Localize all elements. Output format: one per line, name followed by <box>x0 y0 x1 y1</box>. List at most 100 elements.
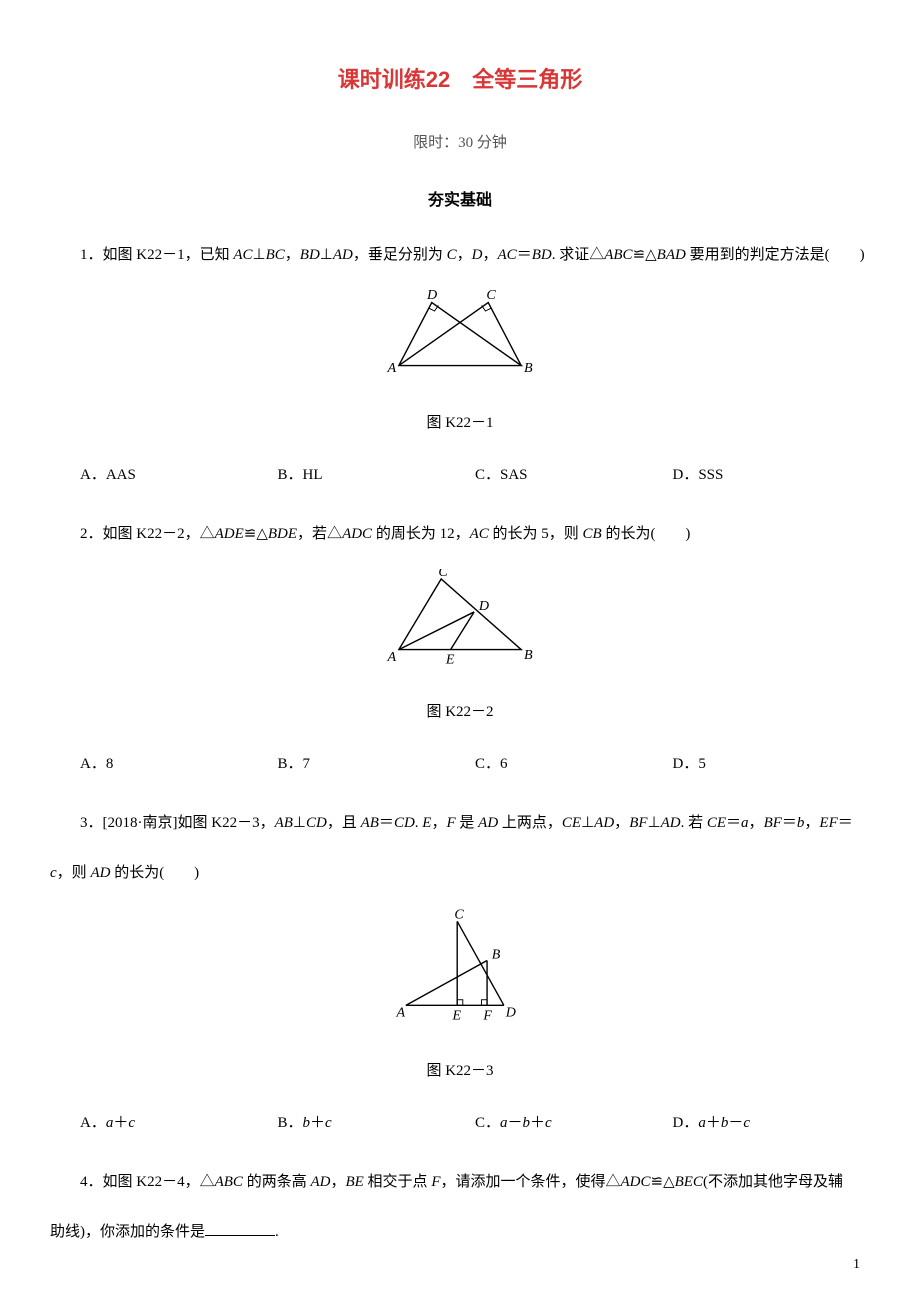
q1-bd: BD <box>300 247 320 263</box>
q3-a: a <box>741 815 749 831</box>
q3-f: F <box>446 815 455 831</box>
q3-ad2: AD <box>594 815 614 831</box>
q3-sep6: ， <box>614 815 629 831</box>
question-4-line2: 助线)，你添加的条件是. <box>50 1217 870 1247</box>
q3d-op2: － <box>728 1115 743 1131</box>
page-title: 课时训练22 全等三角形 <box>50 60 870 100</box>
q4-sep3: 相交于点 <box>364 1174 432 1190</box>
figure-3: A E F D C B <box>390 908 530 1028</box>
q4-l2: 助线)，你添加的条件是 <box>50 1224 205 1240</box>
q3c-pre: C． <box>475 1115 500 1131</box>
q1-sep1: ， <box>285 247 300 263</box>
q3-l2suffix: 的长为( ) <box>110 865 199 881</box>
q1-choice-d: D．SSS <box>673 462 871 489</box>
q2-choice-c: C．6 <box>475 751 673 778</box>
figure-1-container: A B D C <box>50 290 870 390</box>
svg-text:C: C <box>438 569 448 580</box>
q2-ade: ADE <box>215 526 244 542</box>
q3-choices: A．a＋c B．b＋c C．a－b＋c D．a＋b－c <box>50 1110 870 1137</box>
q3-sep9: ， <box>804 815 819 831</box>
q3-perp3: ⊥ <box>648 815 661 831</box>
figure-2-container: A B C D E <box>50 569 870 679</box>
q4-text: 4．如图 K22－4，△ <box>80 1174 215 1190</box>
q4-be: BE <box>345 1174 363 1190</box>
q3-perp1: ⊥ <box>293 815 306 831</box>
q1-choices: A．AAS B．HL C．SAS D．SSS <box>50 462 870 489</box>
q3-text: 3．[2018·南京]如图 K22－3， <box>80 815 275 831</box>
q1-ac2: AC <box>498 247 517 263</box>
svg-text:B: B <box>524 647 533 663</box>
q3-sep1: ，且 <box>327 815 361 831</box>
q3d-op1: ＋ <box>706 1115 721 1131</box>
q4-sep2: ， <box>330 1174 345 1190</box>
q3-eq2: ＝ <box>726 815 741 831</box>
page-number: 1 <box>853 1252 860 1277</box>
q3-perp2: ⊥ <box>581 815 594 831</box>
q3-ad: AD <box>478 815 498 831</box>
q4-blank <box>205 1221 275 1236</box>
q3b-v1: b <box>303 1115 311 1131</box>
q3c-op1: － <box>508 1115 523 1131</box>
q3-sep3: ， <box>431 815 446 831</box>
figure-1-caption: 图 K22－1 <box>50 410 870 437</box>
q2-sep2: 的周长为 12， <box>372 526 470 542</box>
svg-text:D: D <box>478 598 489 614</box>
q2-choice-d: D．5 <box>673 751 871 778</box>
svg-text:A: A <box>387 361 397 377</box>
q3-choice-a: A．a＋c <box>80 1110 278 1137</box>
svg-text:D: D <box>426 290 437 303</box>
question-3-line2: c，则 AD 的长为( ) <box>50 858 870 888</box>
q3-ab2: AB <box>361 815 379 831</box>
q3-ab: AB <box>275 815 293 831</box>
q4-ad: AD <box>310 1174 330 1190</box>
q2-cb: CB <box>583 526 602 542</box>
q2-bde: BDE <box>268 526 297 542</box>
q3-eq1: ＝ <box>379 815 394 831</box>
question-4: 4．如图 K22－4，△ABC 的两条高 AD，BE 相交于点 F，请添加一个条… <box>50 1167 870 1197</box>
q3-eq3: ＝ <box>782 815 797 831</box>
q1-c: C <box>447 247 457 263</box>
q4-sep1: 的两条高 <box>243 1174 311 1190</box>
q3-ce2: CE <box>707 815 726 831</box>
q1-sep3: ， <box>457 247 472 263</box>
q1-choice-b: B．HL <box>278 462 476 489</box>
q3a-op: ＋ <box>113 1115 128 1131</box>
svg-text:C: C <box>454 908 464 923</box>
q4-adc: ADC <box>621 1174 651 1190</box>
q3-cd: CD <box>306 815 327 831</box>
q1-choice-a: A．AAS <box>80 462 278 489</box>
q1-sep4: ， <box>483 247 498 263</box>
q3c-v2: b <box>523 1115 531 1131</box>
q1-bad: BAD <box>657 247 686 263</box>
q1-bc: BC <box>266 247 285 263</box>
q3c-v1: a <box>500 1115 508 1131</box>
svg-text:A: A <box>396 1006 406 1021</box>
svg-text:A: A <box>387 649 397 665</box>
section-header: 夯实基础 <box>50 187 870 216</box>
q1-suffix: 要用到的判定方法是( ) <box>686 247 865 263</box>
q3-ef: EF <box>819 815 837 831</box>
q2-sep3: 的长为 5，则 <box>489 526 583 542</box>
q2-choice-b: B．7 <box>278 751 476 778</box>
q1-perp1: ⊥ <box>253 247 266 263</box>
q3-sep8: ， <box>749 815 764 831</box>
question-3: 3．[2018·南京]如图 K22－3，AB⊥CD，且 AB＝CD. E，F 是… <box>50 808 870 838</box>
q3-ce: CE <box>562 815 581 831</box>
question-1: 1．如图 K22－1，已知 AC⊥BC，BD⊥AD，垂足分别为 C，D，AC＝B… <box>50 240 870 270</box>
q3a-v2: c <box>128 1115 135 1131</box>
q4-bec: BEC <box>675 1174 703 1190</box>
q3d-v1: a <box>698 1115 706 1131</box>
q1-sep2: ，垂足分别为 <box>353 247 447 263</box>
q3c-op2: ＋ <box>530 1115 545 1131</box>
figure-2-caption: 图 K22－2 <box>50 699 870 726</box>
q1-choice-c: C．SAS <box>475 462 673 489</box>
q2-cong: ≌△ <box>244 526 268 542</box>
q3d-pre: D． <box>673 1115 699 1131</box>
q3-c: c <box>50 865 57 881</box>
q4-cong: ≌△ <box>651 1174 675 1190</box>
q1-abc: ABC <box>604 247 632 263</box>
q3-sep4: 是 <box>456 815 479 831</box>
svg-text:F: F <box>482 1009 492 1024</box>
svg-text:E: E <box>445 652 455 668</box>
q2-sep1: ，若△ <box>297 526 342 542</box>
